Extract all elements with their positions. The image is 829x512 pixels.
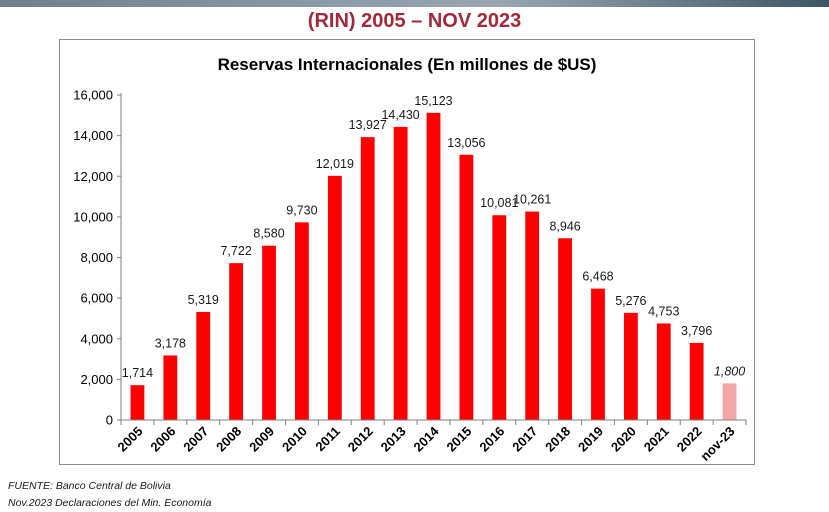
x-tick-label-2013: 2013 bbox=[378, 424, 409, 455]
bars-group bbox=[130, 112, 737, 421]
chart-title: Reservas Internacionales (En millones de… bbox=[218, 55, 597, 74]
value-label-2009: 8,580 bbox=[253, 227, 284, 241]
bar-2020 bbox=[623, 312, 638, 420]
x-axis: 2005 2006 2007 2008 2009 2010 2011 2012 2013 2014… bbox=[115, 419, 747, 464]
value-label-2021: 4,753 bbox=[648, 304, 679, 318]
x-tick-label-2019: 2019 bbox=[575, 424, 606, 455]
value-label-2014: 15,123 bbox=[414, 94, 452, 108]
bar-2016 bbox=[492, 215, 507, 420]
x-tick-label-2014: 2014 bbox=[411, 423, 443, 455]
bar-2014 bbox=[426, 112, 441, 421]
value-label-2006: 3,178 bbox=[155, 336, 186, 350]
x-tick-label-2020: 2020 bbox=[608, 424, 639, 455]
value-label-2022: 3,796 bbox=[681, 324, 712, 338]
bar-2009 bbox=[262, 245, 276, 420]
bar-chart: Reservas Internacionales (En millones de… bbox=[73, 55, 747, 464]
bar-2013 bbox=[393, 126, 408, 420]
chart-frame: Reservas Internacionales (En millones de… bbox=[59, 39, 755, 465]
x-tick-label-2018: 2018 bbox=[542, 424, 573, 455]
value-label-2019: 6,468 bbox=[582, 270, 613, 284]
value-label-2012: 13,927 bbox=[349, 118, 387, 132]
bar-2011 bbox=[327, 175, 342, 420]
declaration-note: Nov.2023 Declaraciones del Min. Economía bbox=[8, 497, 212, 509]
bar-2005 bbox=[130, 385, 145, 420]
y-tick-label: 12,000 bbox=[73, 169, 113, 184]
value-label-2008: 7,722 bbox=[220, 244, 251, 258]
x-tick-label-2009: 2009 bbox=[246, 424, 277, 455]
bar-2006 bbox=[163, 355, 178, 420]
x-tick-label-2010: 2010 bbox=[279, 424, 310, 455]
value-label-2017: 10,261 bbox=[513, 193, 551, 207]
x-tick-label-2011: 2011 bbox=[312, 424, 343, 455]
bar-2022 bbox=[689, 342, 704, 420]
y-tick-label: 16,000 bbox=[73, 88, 113, 103]
y-tick-label: 14,000 bbox=[73, 128, 113, 143]
value-label-2011: 12,019 bbox=[316, 157, 354, 171]
bar-2007 bbox=[196, 311, 211, 420]
x-tick-label-2007: 2007 bbox=[180, 424, 211, 455]
value-label-2005: 1,714 bbox=[122, 366, 153, 380]
x-tick-label-2016: 2016 bbox=[476, 424, 507, 455]
bar-2012 bbox=[360, 137, 375, 420]
value-label-2015: 13,056 bbox=[447, 136, 485, 150]
bar-2015 bbox=[459, 154, 474, 421]
value-label-nov-23: 1,800 bbox=[714, 364, 745, 378]
bar-2021 bbox=[656, 323, 671, 420]
x-tick-label-2015: 2015 bbox=[443, 424, 474, 455]
y-tick-label: 8,000 bbox=[80, 250, 113, 265]
bar-2019 bbox=[591, 288, 605, 420]
y-tick-label: 0 bbox=[106, 413, 113, 428]
x-tick-label-2012: 2012 bbox=[345, 424, 376, 455]
x-tick-label-2021: 2021 bbox=[641, 424, 672, 455]
bar-2017 bbox=[525, 211, 540, 420]
slide-title: (RIN) 2005 – NOV 2023 bbox=[307, 10, 522, 32]
y-tick-label: 4,000 bbox=[80, 331, 113, 346]
x-tick-label-2017: 2017 bbox=[509, 424, 540, 455]
x-tick-label-2008: 2008 bbox=[213, 424, 244, 455]
bar-nov-23 bbox=[722, 383, 737, 420]
x-tick-label-nov-23: nov-23 bbox=[697, 424, 737, 464]
source-note: FUENTE: Banco Central de Bolivia bbox=[8, 480, 171, 492]
bar-2018 bbox=[558, 238, 572, 420]
value-label-2007: 5,319 bbox=[188, 293, 219, 307]
bar-2010 bbox=[295, 222, 309, 420]
value-label-2013: 14,430 bbox=[381, 108, 419, 122]
x-tick-label-2005: 2005 bbox=[115, 424, 146, 455]
value-label-2016: 10,081 bbox=[480, 196, 518, 210]
top-color-band bbox=[0, 0, 829, 7]
x-tick-label-2006: 2006 bbox=[147, 424, 178, 455]
value-label-2020: 5,276 bbox=[615, 294, 646, 308]
value-label-2010: 9,730 bbox=[286, 203, 317, 217]
y-tick-label: 6,000 bbox=[80, 291, 113, 306]
bar-2008 bbox=[229, 263, 244, 420]
y-tick-label: 2,000 bbox=[80, 372, 113, 387]
y-tick-label: 10,000 bbox=[73, 209, 113, 224]
value-label-2018: 8,946 bbox=[549, 219, 580, 233]
y-axis: 0 2,000 4,000 6,000 8,000 10,000 12,000 14,000 1… bbox=[73, 88, 122, 428]
